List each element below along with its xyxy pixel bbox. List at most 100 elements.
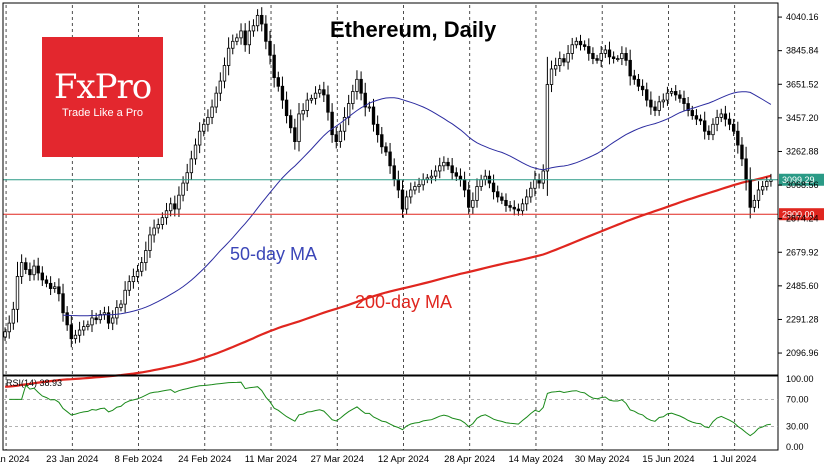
candle-body xyxy=(206,116,210,125)
candle-body xyxy=(375,123,380,136)
x-tick-label: 24 Feb 2024 xyxy=(178,454,231,465)
candle-body xyxy=(334,134,338,142)
candle-body xyxy=(3,331,7,338)
candle-body xyxy=(231,40,235,49)
candle-body xyxy=(73,334,78,340)
candle-body xyxy=(674,91,678,96)
candle-body xyxy=(210,106,214,118)
candle-body xyxy=(346,103,351,118)
candle-body xyxy=(574,40,579,46)
candle-body xyxy=(326,94,330,113)
x-tick-label: 11 Mar 2024 xyxy=(245,454,298,465)
candle-body xyxy=(669,91,674,94)
candle-body xyxy=(417,184,421,187)
candle-body xyxy=(168,203,173,212)
candle-body xyxy=(181,182,185,196)
candle-body xyxy=(247,30,252,46)
candle-body xyxy=(123,289,127,305)
candle-body xyxy=(318,89,322,94)
y-tick-label: 2291.28 xyxy=(786,314,819,324)
candle-body xyxy=(127,281,131,291)
candle-body xyxy=(682,97,686,104)
rsi-tick-label: 30.00 xyxy=(786,422,809,432)
candle-body xyxy=(400,189,405,210)
candle-body xyxy=(491,182,496,193)
candle-body xyxy=(578,40,583,46)
x-tick-label: 30 May 2024 xyxy=(575,454,630,465)
candle-body xyxy=(438,165,442,172)
candle-body xyxy=(36,265,40,274)
candle-body xyxy=(222,65,227,82)
candle-body xyxy=(500,196,504,201)
candle-body xyxy=(77,329,82,336)
rsi-panel-frame xyxy=(2,375,779,451)
rsi-tick-label: 100.00 xyxy=(786,374,814,384)
candle-body xyxy=(715,116,719,125)
candle-body xyxy=(566,53,570,63)
candle-body xyxy=(173,203,177,210)
candle-body xyxy=(661,99,665,103)
candle-body xyxy=(483,175,487,181)
candle-body xyxy=(727,118,732,125)
candle-body xyxy=(520,203,525,212)
candle-body xyxy=(359,78,363,94)
candle-body xyxy=(260,14,264,25)
candle-body xyxy=(529,187,533,198)
candle-body xyxy=(355,78,359,92)
candle-body xyxy=(94,317,98,321)
candle-body xyxy=(396,179,401,191)
candle-body xyxy=(135,270,140,277)
y-tick-label: 4040.16 xyxy=(786,12,819,22)
candle-body xyxy=(293,127,297,142)
ma-50-path xyxy=(63,91,772,317)
candle-body xyxy=(558,58,562,66)
candle-body xyxy=(218,80,223,94)
candle-body xyxy=(268,40,272,56)
candle-body xyxy=(115,307,119,319)
candle-body xyxy=(752,199,757,208)
logo-wordmark: FxPro xyxy=(53,67,152,107)
candle-body xyxy=(653,106,657,111)
candle-body xyxy=(57,286,61,295)
ma-200-line xyxy=(5,174,772,388)
candle-body xyxy=(11,308,16,324)
candle-body xyxy=(421,179,425,186)
candle-body xyxy=(719,113,723,118)
candle-body xyxy=(384,146,388,153)
candle-body xyxy=(454,172,458,177)
candle-body xyxy=(309,97,314,101)
candle-body xyxy=(152,227,156,236)
candle-body xyxy=(19,262,24,277)
candle-body xyxy=(98,314,102,321)
candle-body xyxy=(301,110,305,115)
candle-body xyxy=(235,37,239,42)
candle-body xyxy=(111,317,115,324)
candle-body xyxy=(599,53,603,61)
x-tick-label: 15 Jun 2024 xyxy=(642,454,694,465)
candle-body xyxy=(371,106,376,125)
candle-body xyxy=(524,196,529,205)
y-tick-label: 2096.96 xyxy=(786,348,819,358)
candle-body xyxy=(197,130,202,146)
y-tick-label: 3457.20 xyxy=(786,113,819,123)
candle-body xyxy=(587,46,591,54)
candle-body xyxy=(119,303,123,308)
candle-body xyxy=(28,269,32,276)
rsi-label: RSI(14) 38.93 xyxy=(6,378,62,388)
rsi-line xyxy=(9,381,771,437)
candle-body xyxy=(433,170,438,177)
x-tick-label: 23 Jan 2024 xyxy=(46,454,98,465)
y-tick-label: 3845.84 xyxy=(786,46,819,56)
grid xyxy=(5,5,736,450)
candle-body xyxy=(392,165,396,181)
candle-body xyxy=(504,199,508,206)
y-tick-label: 3068.56 xyxy=(786,180,819,190)
candle-body xyxy=(678,94,682,99)
candle-body xyxy=(698,118,703,122)
candle-body xyxy=(226,47,231,66)
candle-body xyxy=(214,92,218,108)
candle-body xyxy=(297,113,301,142)
candle-body xyxy=(32,265,36,276)
candle-body xyxy=(44,279,49,284)
candle-body xyxy=(251,25,256,32)
